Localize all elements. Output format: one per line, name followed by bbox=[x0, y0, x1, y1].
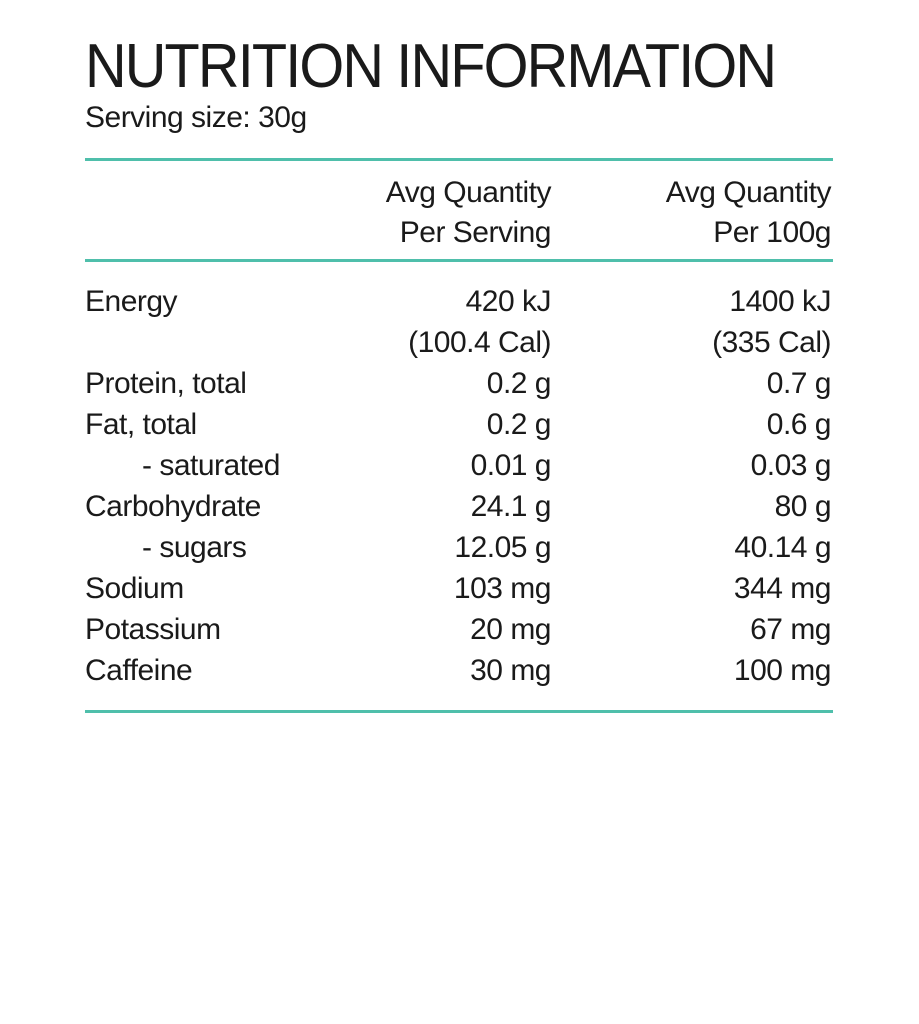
nutrient-label: Potassium bbox=[85, 613, 221, 646]
nutrient-label: Sodium bbox=[85, 572, 184, 605]
value-per-serving: 0.01 g bbox=[470, 449, 552, 482]
nutrient-label: Energy bbox=[85, 285, 178, 318]
value-per-100g: 1400 kJ bbox=[729, 285, 831, 318]
table-row: - sugars 12.05 g 40.14 g bbox=[85, 527, 833, 568]
divider-bottom bbox=[85, 710, 833, 713]
value-per-100g: 67 mg bbox=[750, 613, 831, 646]
value-per-100g: 0.6 g bbox=[766, 408, 832, 441]
page-title: NUTRITION INFORMATION bbox=[85, 32, 777, 101]
value-per-100g: 344 mg bbox=[733, 572, 832, 605]
table-row: Fat, total 0.2 g 0.6 g bbox=[85, 404, 833, 445]
value-per-serving: 0.2 g bbox=[486, 367, 552, 400]
serving-size: Serving size: 30g bbox=[85, 101, 307, 134]
value-per-100g: 100 mg bbox=[733, 654, 832, 687]
table-header: Avg Quantity Per Serving Avg Quantity Pe… bbox=[85, 161, 833, 259]
value-per-100g: 0.03 g bbox=[750, 449, 832, 482]
value-per-100g: 40.14 g bbox=[734, 531, 831, 564]
nutrient-label: - sugars bbox=[142, 531, 247, 564]
table-row: Energy 420 kJ 1400 kJ bbox=[85, 281, 833, 322]
divider-top bbox=[85, 158, 833, 161]
divider-header bbox=[85, 259, 833, 262]
value-per-serving: 12.05 g bbox=[454, 531, 551, 564]
value-per-serving: 30 mg bbox=[470, 654, 551, 687]
table-row: - saturated 0.01 g 0.03 g bbox=[85, 445, 833, 486]
table-row: Potassium 20 mg 67 mg bbox=[85, 609, 833, 650]
nutrition-panel: NUTRITION INFORMATION Serving size: 30g … bbox=[85, 34, 833, 713]
value-per-100g: 80 g bbox=[774, 490, 832, 523]
table-row: Sodium 103 mg 344 mg bbox=[85, 568, 833, 609]
value-per-serving: 420 kJ bbox=[465, 285, 552, 318]
value-per-serving: 103 mg bbox=[453, 572, 552, 605]
value-per-serving: 20 mg bbox=[470, 613, 551, 646]
column-header-per-100g: Avg Quantity Per 100g bbox=[665, 173, 832, 253]
value-per-100g: (335 Cal) bbox=[712, 326, 831, 359]
table-row: Carbohydrate 24.1 g 80 g bbox=[85, 486, 833, 527]
value-per-serving: 0.2 g bbox=[486, 408, 552, 441]
value-per-serving: (100.4 Cal) bbox=[408, 326, 551, 359]
value-per-100g: 0.7 g bbox=[766, 367, 832, 400]
column-header-line: Avg Quantity bbox=[665, 176, 832, 209]
table-row: Protein, total 0.2 g 0.7 g bbox=[85, 363, 833, 404]
table-row: Caffeine 30 mg 100 mg bbox=[85, 650, 833, 691]
nutrient-label: Carbohydrate bbox=[85, 490, 261, 523]
column-header-line: Per 100g bbox=[713, 216, 831, 249]
nutrient-label: Fat, total bbox=[85, 408, 197, 441]
nutrient-label: Caffeine bbox=[85, 654, 193, 687]
nutrient-label: - saturated bbox=[142, 449, 280, 482]
column-header-line: Per Serving bbox=[399, 216, 552, 249]
table-row: (100.4 Cal) (335 Cal) bbox=[85, 322, 833, 363]
nutrient-label: Protein, total bbox=[85, 367, 247, 400]
nutrition-table-body: Energy 420 kJ 1400 kJ (100.4 Cal) (335 Cal) P… bbox=[85, 262, 833, 710]
column-header-line: Avg Quantity bbox=[385, 176, 552, 209]
value-per-serving: 24.1 g bbox=[470, 490, 552, 523]
column-header-per-serving: Avg Quantity Per Serving bbox=[385, 173, 552, 253]
